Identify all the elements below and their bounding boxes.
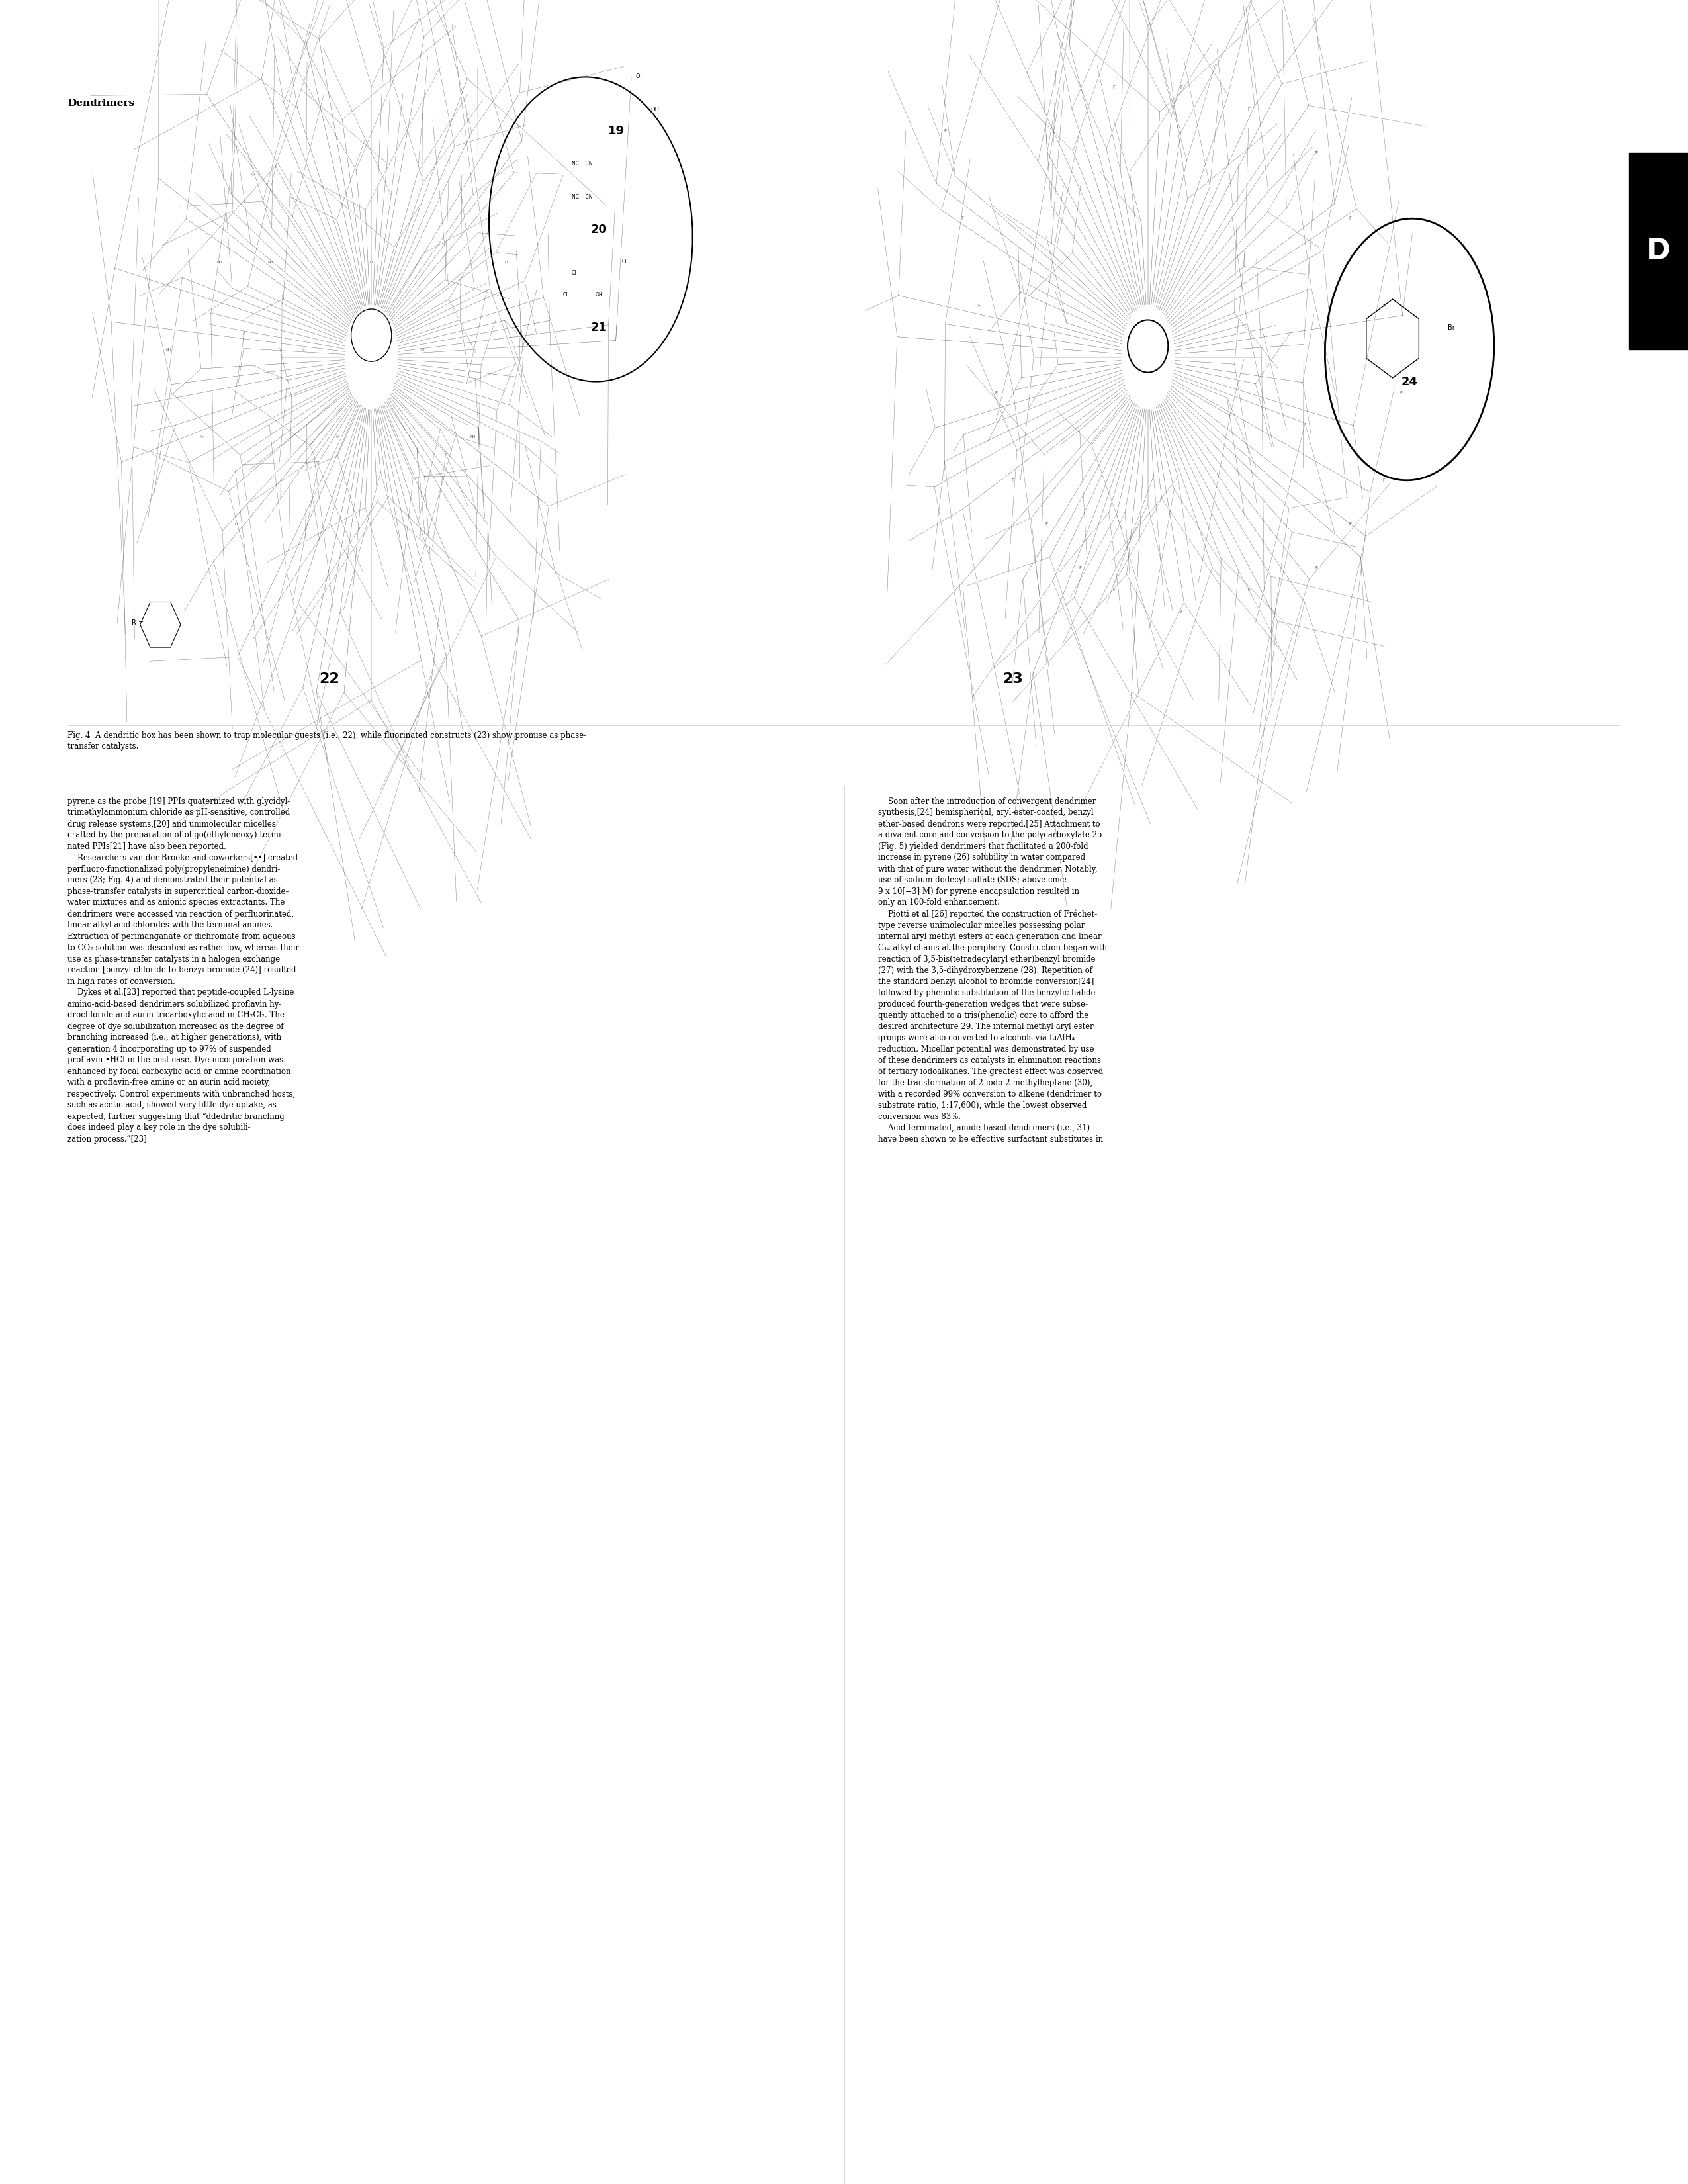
Text: F: F [994,391,998,395]
Text: Dendrimers: Dendrimers [68,98,135,107]
Text: Cl: Cl [564,293,567,297]
Text: F: F [1011,478,1014,483]
Text: OH: OH [650,107,660,111]
Text: Cl: Cl [623,260,626,264]
Text: 24: 24 [1401,376,1418,389]
Text: F: F [1180,609,1183,614]
Text: Fig. 4  A dendritic box has been shown to trap molecular guests (i.e., 22), whil: Fig. 4 A dendritic box has been shown to… [68,732,586,749]
Text: 22: 22 [319,673,339,686]
Text: NC    CN: NC CN [572,194,592,199]
Text: O: O [235,522,238,526]
Text: F: F [1349,522,1352,526]
Text: Cl: Cl [572,271,576,275]
Text: OH: OH [596,293,603,297]
Text: NH: NH [300,347,307,352]
Text: NH: NH [469,435,476,439]
Text: F: F [960,216,964,221]
Text: Br: Br [1448,323,1455,332]
Text: O: O [505,260,508,264]
FancyBboxPatch shape [1629,153,1688,349]
Text: NH: NH [267,260,273,264]
Text: F: F [1112,587,1116,592]
Text: pyrene as the probe,[19] PPIs quaternized with glycidyl-
trimethylammonium chlor: pyrene as the probe,[19] PPIs quaternize… [68,797,299,1142]
Text: F: F [1112,85,1116,90]
Text: NH: NH [419,347,425,352]
Text: F: F [1180,85,1183,90]
Text: O: O [336,435,339,439]
Text: F: F [1382,478,1386,483]
Text: F: F [977,304,981,308]
Text: NH: NH [165,347,172,352]
Text: 23: 23 [1003,673,1023,686]
Text: F: F [1247,107,1251,111]
Text: Soon after the introduction of convergent dendrimer
synthesis,[24] hemispherical: Soon after the introduction of convergen… [878,797,1107,1144]
Text: NH: NH [199,435,206,439]
Text: O: O [636,74,640,79]
Text: F: F [1349,216,1352,221]
Text: R =: R = [132,618,143,627]
Text: NC    CN: NC CN [572,162,592,166]
Text: D: D [1646,236,1671,266]
Text: O: O [370,260,373,264]
Text: F: F [1079,566,1082,570]
Text: F: F [1315,151,1318,155]
Text: F: F [1399,391,1403,395]
Text: F: F [1315,566,1318,570]
Text: F: F [1045,522,1048,526]
Text: 21: 21 [591,321,608,334]
Text: F: F [944,129,947,133]
Text: NH: NH [216,260,223,264]
Text: F: F [1247,587,1251,592]
Text: NH: NH [250,173,257,177]
Text: 20: 20 [591,223,608,236]
Text: 19: 19 [608,124,625,138]
Text: F: F [1382,304,1386,308]
